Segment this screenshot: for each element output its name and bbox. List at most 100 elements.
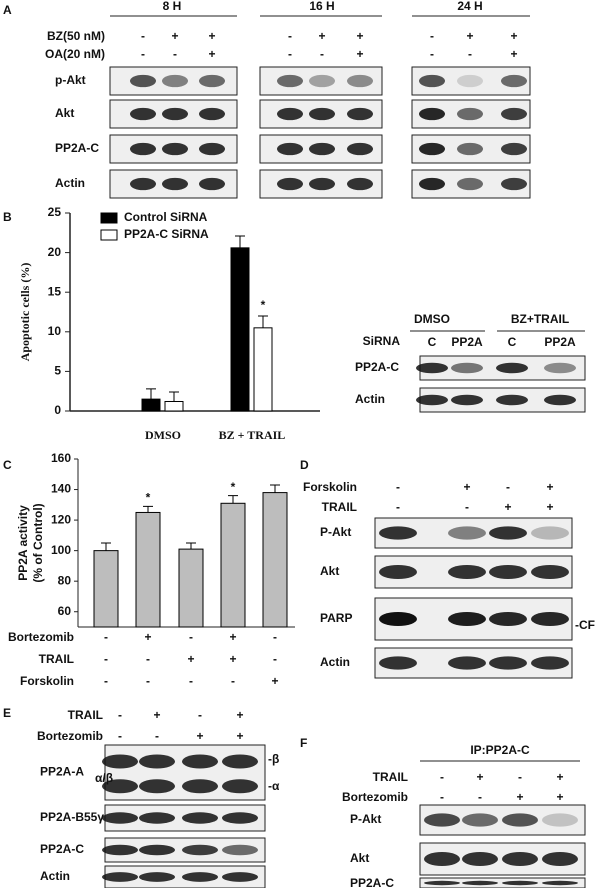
- sign: +: [510, 47, 517, 61]
- row-label: PP2A-C: [355, 360, 399, 374]
- band: [277, 74, 303, 88]
- sign: +: [356, 29, 363, 43]
- band: [102, 779, 138, 794]
- panel-label: F: [300, 736, 307, 750]
- row-label: Akt: [320, 564, 339, 578]
- sign: +: [208, 47, 215, 61]
- x-tick-label: BZ + TRAIL: [219, 428, 286, 442]
- sign: -: [231, 674, 235, 688]
- error-bar: [235, 235, 245, 248]
- sign: -: [104, 674, 108, 688]
- sign: -: [155, 729, 159, 743]
- sign: -: [468, 47, 472, 61]
- panel-title: IP:PP2A-C: [470, 743, 530, 757]
- row-label: PP2A-C: [40, 842, 84, 856]
- sign: +: [229, 630, 236, 644]
- band: [489, 526, 527, 540]
- sign: +: [516, 790, 523, 804]
- sign: -: [189, 674, 193, 688]
- row-label: P-Akt: [320, 525, 351, 539]
- band: [379, 656, 417, 670]
- band: [457, 177, 483, 191]
- group-label: DMSO: [414, 312, 450, 326]
- band: [162, 107, 188, 121]
- legend-label: PP2A-C SiRNA: [124, 227, 209, 241]
- band: [501, 142, 527, 156]
- annotation: *: [146, 491, 151, 505]
- timepoint: 16 H: [309, 0, 334, 13]
- y-axis-label: PP2A activity: [16, 505, 30, 581]
- treatment-label: Forskolin: [303, 480, 357, 494]
- row-label: Actin: [55, 176, 85, 190]
- sign: +: [208, 29, 215, 43]
- treatment-label: TRAIL: [373, 770, 408, 784]
- sign: -: [440, 790, 444, 804]
- band: [309, 142, 335, 156]
- sign: +: [463, 480, 470, 494]
- band: [416, 394, 448, 406]
- y-tick-label: 100: [51, 543, 71, 557]
- error-bar: [270, 484, 280, 493]
- band: [130, 74, 156, 88]
- band: [130, 107, 156, 121]
- error-bar: [169, 391, 179, 402]
- band: [199, 177, 225, 191]
- marker: -CF: [575, 618, 595, 632]
- sign: -: [396, 480, 400, 494]
- sign: -: [273, 630, 277, 644]
- row-label-sub: α/β: [95, 771, 113, 785]
- bar: [262, 492, 288, 628]
- band: [542, 880, 578, 886]
- band: [182, 812, 218, 824]
- sign: -: [430, 29, 434, 43]
- band: [347, 142, 373, 156]
- y-tick-label: 10: [48, 324, 62, 338]
- band: [489, 565, 527, 579]
- band: [222, 872, 258, 882]
- sign: +: [229, 652, 236, 666]
- panel-label: E: [3, 706, 11, 720]
- sign: -: [189, 630, 193, 644]
- band: [501, 177, 527, 191]
- sign: -: [465, 500, 469, 514]
- sign: -: [104, 630, 108, 644]
- treatment-label: TRAIL: [322, 500, 357, 514]
- legend-swatch: [100, 212, 118, 224]
- sign: +: [153, 708, 160, 722]
- x-tick-label: DMSO: [145, 428, 181, 442]
- timepoint: 8 H: [163, 0, 182, 13]
- band: [457, 142, 483, 156]
- error-bar: [228, 495, 238, 504]
- error-bar: [146, 388, 156, 400]
- sign: +: [476, 770, 483, 784]
- treatment-label: Bortezomib: [342, 790, 408, 804]
- band: [277, 107, 303, 121]
- row-label: Akt: [55, 106, 74, 120]
- band: [448, 656, 486, 670]
- band: [448, 612, 486, 626]
- sign: -: [273, 652, 277, 666]
- row-label: PP2A-C: [350, 876, 394, 888]
- band: [222, 779, 258, 794]
- band: [419, 177, 445, 191]
- sign: +: [556, 790, 563, 804]
- y-tick-label: 0: [54, 403, 61, 417]
- sign: +: [236, 708, 243, 722]
- band: [309, 107, 335, 121]
- band: [139, 754, 175, 769]
- y-tick-label: 5: [54, 364, 61, 378]
- sign: -: [146, 674, 150, 688]
- band: [542, 813, 578, 827]
- sign: +: [546, 500, 553, 514]
- legend-label: Control SiRNA: [124, 210, 208, 224]
- band: [139, 844, 175, 856]
- sign: +: [236, 729, 243, 743]
- sign: +: [318, 29, 325, 43]
- bar: [178, 548, 204, 628]
- lane-title: SiRNA: [363, 334, 401, 348]
- sign: -: [430, 47, 434, 61]
- y-tick-label: 120: [51, 512, 71, 526]
- band: [379, 526, 417, 540]
- y-axis-label: Apoptotic cells (%): [18, 263, 32, 362]
- band: [531, 565, 569, 579]
